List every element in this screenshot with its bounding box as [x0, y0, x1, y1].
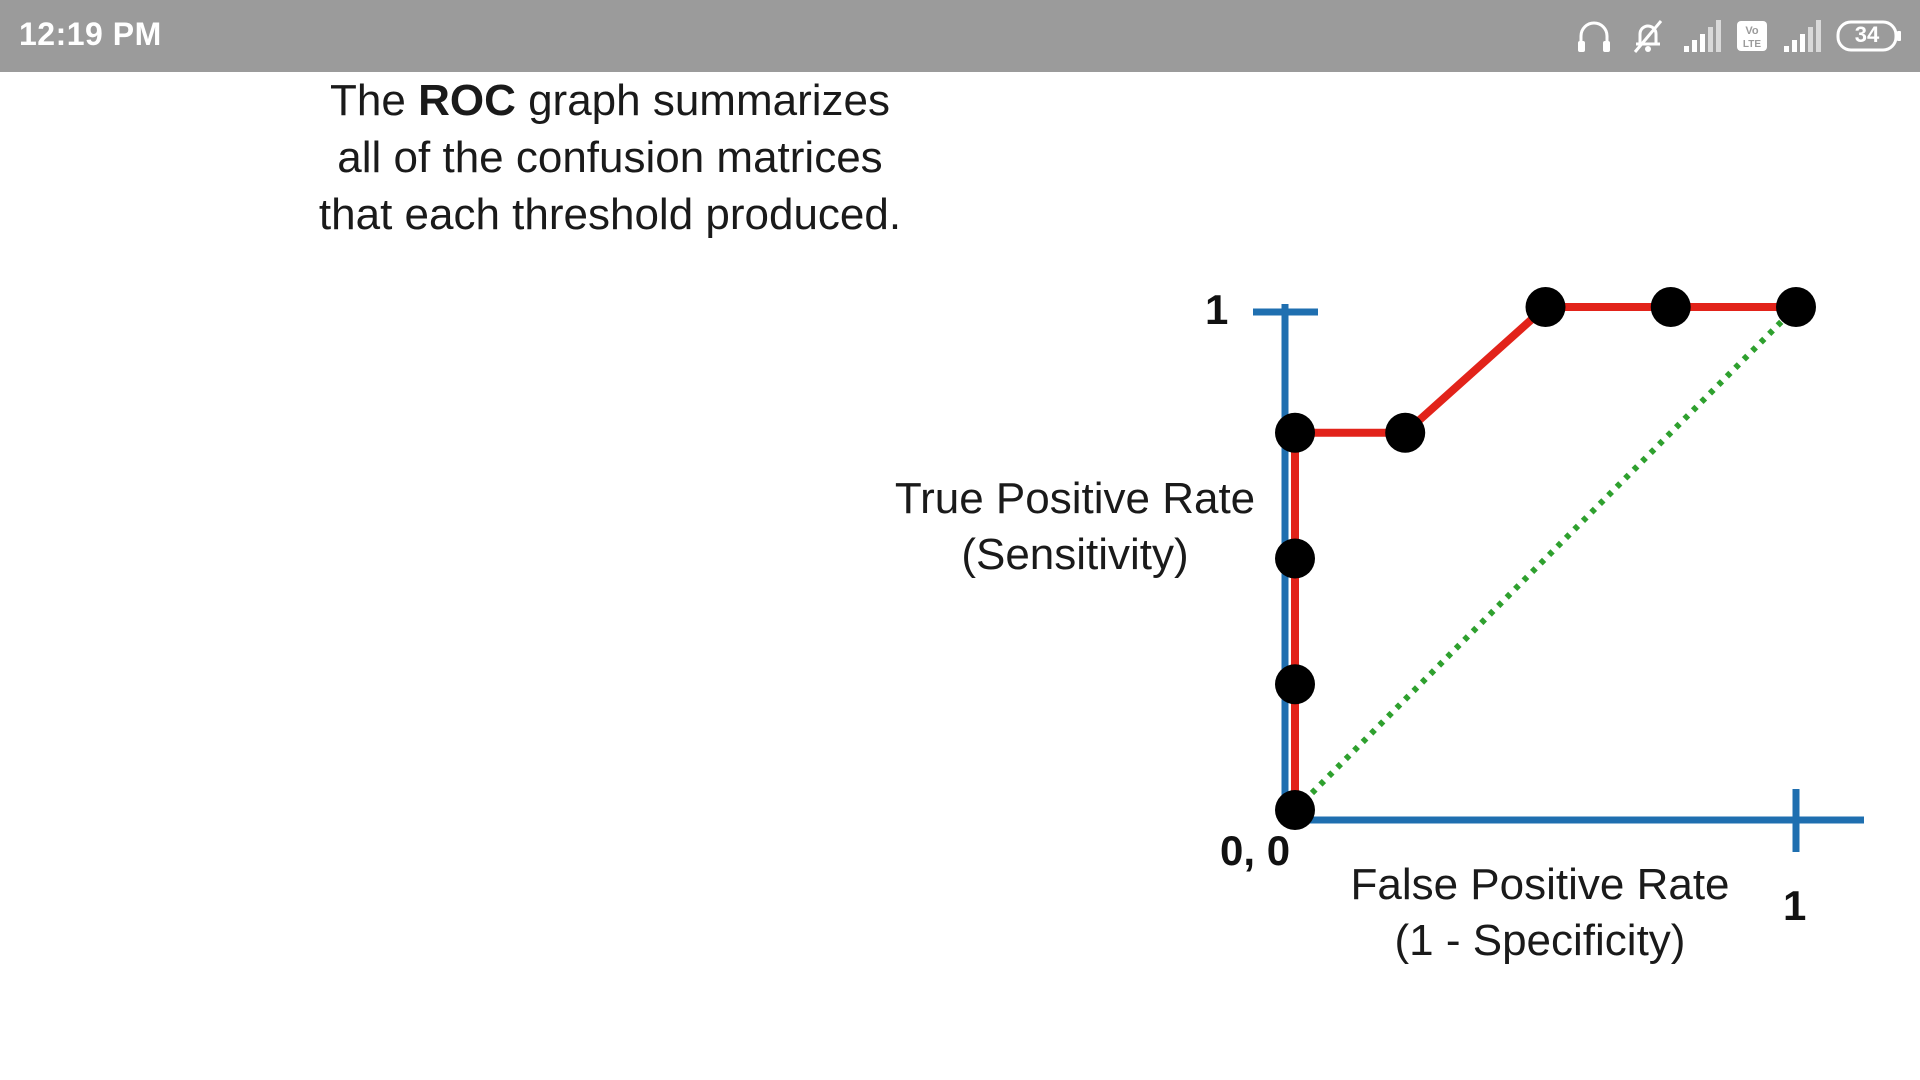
battery-level: 34 [1854, 22, 1880, 47]
roc-point [1776, 287, 1816, 327]
status-icons: Vo LTE 34 [1574, 14, 1902, 58]
y-tick-label-max: 1 [1205, 286, 1229, 333]
y-axis-label-line-1: True Positive Rate [894, 474, 1256, 523]
y-axis-label: True Positive Rate (Sensitivity) [830, 471, 1320, 583]
volte-icon: Vo LTE [1736, 20, 1768, 52]
caption-line-2: all of the confusion matrices [337, 133, 883, 182]
roc-point [1275, 538, 1315, 579]
x-axis-label-line-2: (1 - Specificity) [1394, 916, 1686, 965]
chart-axes [1253, 304, 1864, 852]
slide: The ROC graph summarizes all of the conf… [0, 72, 1920, 1080]
y-axis-label-line-2: (Sensitivity) [961, 530, 1189, 579]
signal-icon [1682, 18, 1722, 54]
x-axis-label: False Positive Rate (1 - Specificity) [1280, 857, 1800, 969]
roc-chart [1253, 287, 1864, 852]
roc-point [1525, 287, 1566, 327]
roc-point [1275, 790, 1315, 830]
x-tick-label-max: 1 [1783, 882, 1807, 929]
diagonal-reference-line [1292, 304, 1799, 813]
origin-tick-label: 0, 0 [1220, 827, 1291, 874]
status-time: 12:19 PM [19, 16, 162, 52]
caption-line-3: that each threshold produced. [318, 190, 902, 239]
svg-text:Vo: Vo [1745, 25, 1759, 37]
chart-points [1275, 287, 1816, 830]
headphones-icon [1574, 16, 1614, 56]
x-axis-label-line-1: False Positive Rate [1350, 860, 1730, 909]
battery-icon: 34 [1836, 20, 1902, 52]
caption-bold-term: ROC [418, 76, 516, 125]
roc-point [1275, 412, 1315, 453]
caption-line-1: The ROC graph summarizes [330, 76, 890, 125]
roc-point [1275, 664, 1315, 705]
svg-text:LTE: LTE [1743, 39, 1761, 50]
roc-point [1385, 412, 1426, 453]
bell-muted-icon [1628, 16, 1668, 56]
roc-curve-line [1291, 303, 1796, 810]
signal-icon [1782, 18, 1822, 54]
chart-lines [1291, 303, 1799, 813]
slide-caption: The ROC graph summarizes all of the conf… [250, 72, 970, 243]
status-bar: 12:19 PM [0, 0, 1920, 72]
roc-point [1650, 287, 1691, 327]
